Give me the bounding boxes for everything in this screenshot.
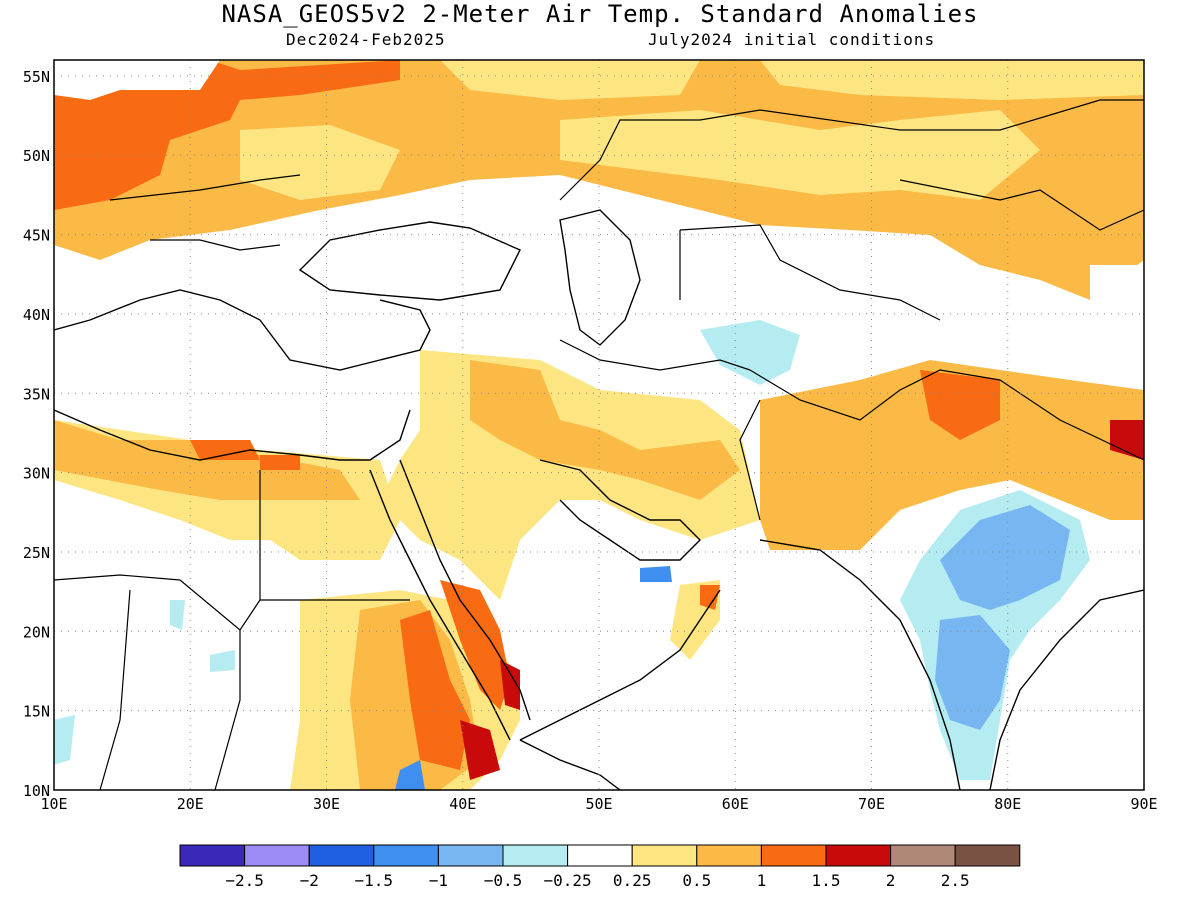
colorbar-label: −1 bbox=[429, 871, 448, 890]
y-tick-label: 35N bbox=[23, 385, 50, 403]
map-subtitle-period: Dec2024-Feb2025 bbox=[286, 30, 446, 49]
colorbar-swatch bbox=[567, 844, 633, 867]
y-tick-label: 15N bbox=[23, 703, 50, 721]
colorbar-swatch bbox=[179, 844, 246, 867]
x-tick-label: 30E bbox=[313, 795, 340, 813]
x-tick-label: 10E bbox=[40, 795, 67, 813]
colorbar-swatch bbox=[696, 844, 762, 867]
colorbar-label: −1.5 bbox=[355, 871, 394, 890]
y-tick-label: 20N bbox=[23, 623, 50, 641]
colorbar-swatch bbox=[437, 844, 504, 867]
y-tick-label: 40N bbox=[23, 306, 50, 324]
y-tick-label: 45N bbox=[23, 227, 50, 245]
colorbar-swatch bbox=[631, 844, 698, 867]
colorbar-swatch bbox=[502, 844, 569, 867]
x-axis-ticks: 10E 20E 30E 40E 50E 60E 70E 80E 90E bbox=[40, 795, 1157, 813]
colorbar-label: −2 bbox=[300, 871, 319, 890]
y-tick-label: 25N bbox=[23, 544, 50, 562]
colorbar-swatch bbox=[373, 844, 439, 867]
colorbar-swatch bbox=[244, 844, 310, 867]
colorbar-label: −0.25 bbox=[544, 871, 592, 890]
plot-frame bbox=[53, 59, 1145, 791]
colorbar-swatch bbox=[954, 844, 1021, 867]
x-tick-label: 90E bbox=[1130, 795, 1157, 813]
x-tick-label: 70E bbox=[858, 795, 885, 813]
colorbar-label: 0.5 bbox=[682, 871, 711, 890]
colorbar-swatch bbox=[890, 844, 956, 867]
colorbar-label: 2.5 bbox=[941, 871, 970, 890]
map-grid bbox=[54, 60, 1144, 790]
colorbar-swatch bbox=[760, 844, 827, 867]
y-axis-ticks: 10N 15N 20N 25N 30N 35N 40N 45N 50N 55N bbox=[23, 68, 50, 800]
map-title: NASA_GEOS5v2 2-Meter Air Temp. Standard … bbox=[221, 0, 979, 28]
y-tick-label: 30N bbox=[23, 465, 50, 483]
y-tick-label: 10N bbox=[23, 782, 50, 800]
x-tick-label: 60E bbox=[722, 795, 749, 813]
anomaly-shading bbox=[54, 60, 1144, 790]
colorbar-swatch bbox=[825, 844, 892, 867]
colorbar-label: −2.5 bbox=[225, 871, 264, 890]
colorbar-label: 2 bbox=[886, 871, 896, 890]
colorbar-label: −0.5 bbox=[484, 871, 523, 890]
x-tick-label: 20E bbox=[177, 795, 204, 813]
x-tick-label: 80E bbox=[994, 795, 1021, 813]
y-tick-label: 55N bbox=[23, 68, 50, 86]
map-subtitle-initial-conditions: July2024 initial conditions bbox=[648, 30, 936, 49]
colorbar-label: 1.5 bbox=[812, 871, 841, 890]
y-tick-label: 50N bbox=[23, 147, 50, 165]
coastlines bbox=[54, 99, 1144, 790]
colorbar: −2.5 −2 −1.5 −1 −0.5 −0.25 0.25 0.5 1 1.5 2 2.5 bbox=[179, 844, 1021, 890]
colorbar-label: 0.25 bbox=[613, 871, 652, 890]
x-tick-label: 50E bbox=[585, 795, 612, 813]
colorbar-swatch bbox=[308, 844, 375, 867]
x-tick-label: 40E bbox=[449, 795, 476, 813]
colorbar-label: 1 bbox=[757, 871, 767, 890]
